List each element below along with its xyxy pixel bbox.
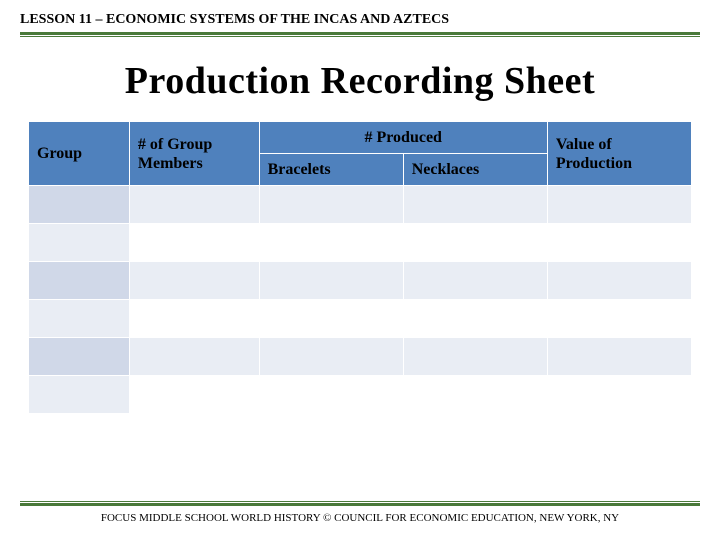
cell-members	[129, 338, 259, 376]
cell-group	[29, 338, 130, 376]
cell-necklaces	[403, 376, 547, 414]
cell-members	[129, 300, 259, 338]
th-value: Value of Production	[547, 122, 691, 186]
cell-necklaces	[403, 300, 547, 338]
footer-region: FOCUS MIDDLE SCHOOL WORLD HISTORY © COUN…	[20, 501, 700, 524]
cell-bracelets	[259, 338, 403, 376]
cell-group	[29, 186, 130, 224]
th-produced: # Produced	[259, 122, 547, 154]
cell-value	[547, 224, 691, 262]
header-rule-thick	[20, 32, 700, 35]
cell-members	[129, 262, 259, 300]
cell-necklaces	[403, 186, 547, 224]
cell-value	[547, 300, 691, 338]
table-row	[29, 300, 692, 338]
lesson-header: LESSON 11 – ECONOMIC SYSTEMS OF THE INCA…	[20, 12, 700, 32]
th-necklaces: Necklaces	[403, 154, 547, 186]
page-title: Production Recording Sheet	[0, 59, 720, 103]
th-bracelets: Bracelets	[259, 154, 403, 186]
cell-value	[547, 338, 691, 376]
footer-text: FOCUS MIDDLE SCHOOL WORLD HISTORY © COUN…	[20, 506, 700, 524]
cell-value	[547, 262, 691, 300]
cell-members	[129, 186, 259, 224]
header-rule-thin	[20, 36, 700, 37]
footer-rule-thin	[20, 501, 700, 502]
cell-group	[29, 300, 130, 338]
table-row	[29, 186, 692, 224]
table-row	[29, 262, 692, 300]
cell-necklaces	[403, 262, 547, 300]
cell-bracelets	[259, 262, 403, 300]
table-container: Group # of Group Members # Produced Valu…	[0, 121, 720, 414]
cell-value	[547, 376, 691, 414]
cell-bracelets	[259, 300, 403, 338]
production-table: Group # of Group Members # Produced Valu…	[28, 121, 692, 414]
cell-group	[29, 262, 130, 300]
cell-value	[547, 186, 691, 224]
table-row	[29, 224, 692, 262]
table-head: Group # of Group Members # Produced Valu…	[29, 122, 692, 186]
cell-necklaces	[403, 338, 547, 376]
cell-group	[29, 376, 130, 414]
cell-members	[129, 224, 259, 262]
cell-bracelets	[259, 224, 403, 262]
cell-bracelets	[259, 186, 403, 224]
th-members: # of Group Members	[129, 122, 259, 186]
cell-group	[29, 224, 130, 262]
th-group: Group	[29, 122, 130, 186]
cell-necklaces	[403, 224, 547, 262]
table-row	[29, 376, 692, 414]
cell-members	[129, 376, 259, 414]
cell-bracelets	[259, 376, 403, 414]
header-region: LESSON 11 – ECONOMIC SYSTEMS OF THE INCA…	[0, 0, 720, 41]
table-body	[29, 186, 692, 414]
table-row	[29, 338, 692, 376]
